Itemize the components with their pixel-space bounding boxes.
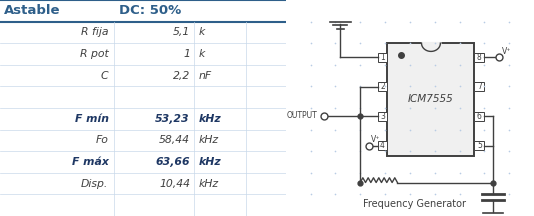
Text: 2: 2 — [380, 82, 385, 91]
Text: 3: 3 — [380, 112, 385, 121]
Text: Astable: Astable — [4, 4, 61, 17]
Text: 5: 5 — [477, 141, 482, 150]
Text: 1: 1 — [183, 49, 190, 59]
Bar — [378, 83, 388, 91]
Text: 58,44: 58,44 — [159, 135, 190, 145]
Text: 8: 8 — [477, 53, 482, 62]
Text: R pot: R pot — [80, 49, 108, 59]
Text: k: k — [199, 27, 205, 37]
Text: kHz: kHz — [199, 179, 219, 189]
Text: Fo: Fo — [96, 135, 108, 145]
Text: 63,66: 63,66 — [155, 157, 190, 167]
Text: Frequency Generator: Frequency Generator — [363, 199, 466, 209]
Text: V⁺: V⁺ — [371, 135, 381, 144]
Text: 53,23: 53,23 — [155, 114, 190, 124]
Text: kHz: kHz — [199, 157, 221, 167]
Text: k: k — [199, 49, 205, 59]
Text: R fija: R fija — [81, 27, 108, 37]
Text: V⁺: V⁺ — [502, 47, 511, 56]
Bar — [378, 112, 388, 121]
Text: Disp.: Disp. — [81, 179, 108, 189]
Text: 7: 7 — [477, 82, 482, 91]
Bar — [474, 112, 484, 121]
Text: 1: 1 — [380, 53, 385, 62]
Text: DC: 50%: DC: 50% — [119, 4, 181, 17]
Text: F mín: F mín — [75, 114, 108, 124]
Bar — [388, 43, 474, 156]
Bar — [474, 53, 484, 62]
Bar — [378, 141, 388, 150]
Text: 10,44: 10,44 — [159, 179, 190, 189]
Bar — [474, 141, 484, 150]
Text: kHz: kHz — [199, 135, 219, 145]
Text: 2,2: 2,2 — [172, 71, 190, 81]
Text: 6: 6 — [477, 112, 482, 121]
Text: F máx: F máx — [72, 157, 108, 167]
Bar — [378, 53, 388, 62]
Text: 5,1: 5,1 — [172, 27, 190, 37]
Text: ICM7555: ICM7555 — [408, 94, 454, 104]
Text: kHz: kHz — [199, 114, 221, 124]
Text: OUTPUT: OUTPUT — [287, 111, 318, 120]
Text: C: C — [101, 71, 108, 81]
Bar — [474, 83, 484, 91]
Text: nF: nF — [199, 71, 211, 81]
Text: 4: 4 — [380, 141, 385, 150]
